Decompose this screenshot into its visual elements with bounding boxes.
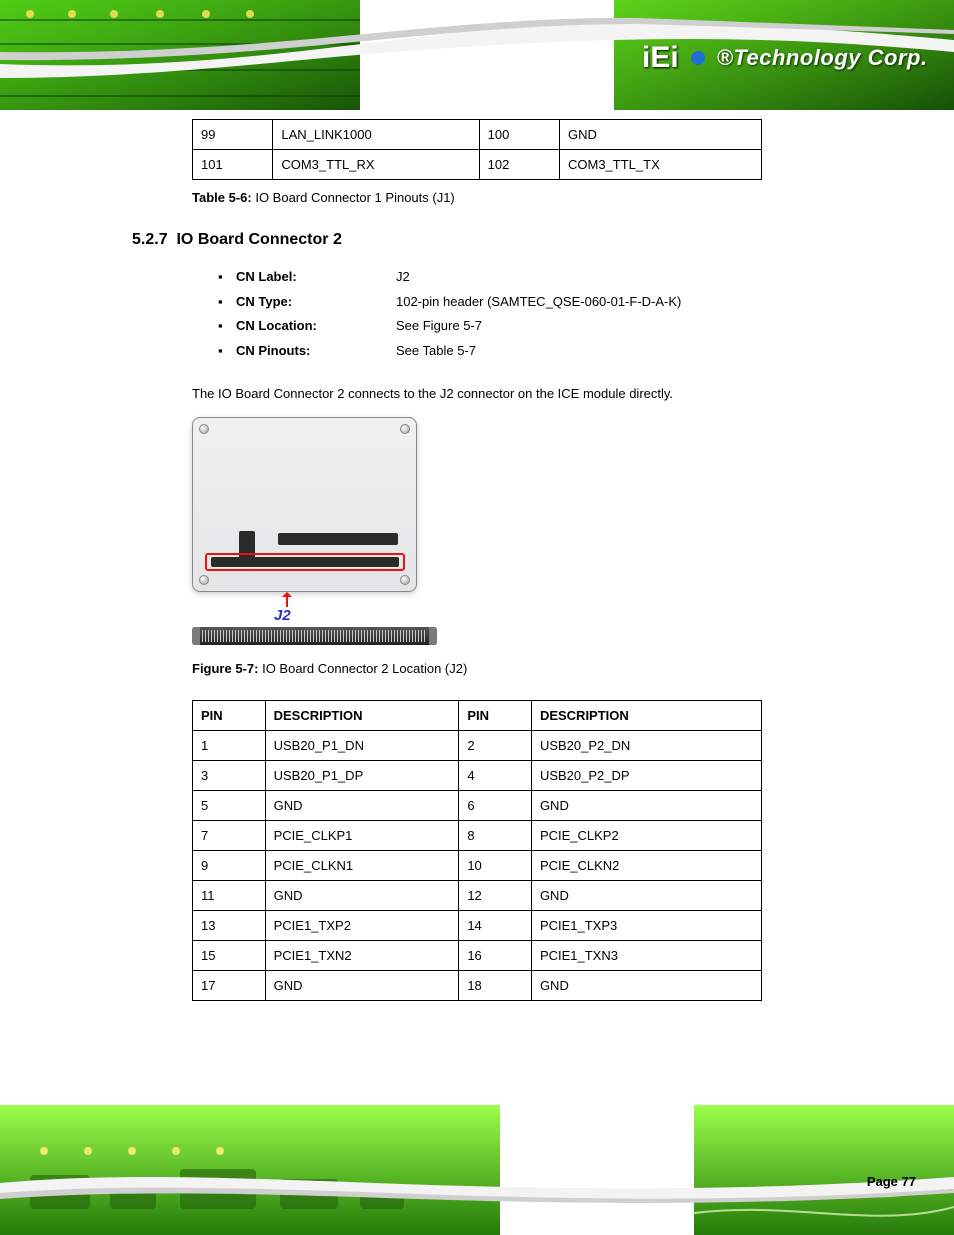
bullet-icon: ▪ bbox=[218, 265, 236, 290]
connector-spec-list: ▪CN Label:J2 ▪CN Type:102-pin header (SA… bbox=[218, 265, 762, 364]
table-row: 99 LAN_LINK1000 100 GND bbox=[193, 120, 762, 150]
page-number: Page 77 bbox=[867, 1174, 916, 1189]
section-num: 5.2.7 bbox=[132, 231, 168, 248]
table1-body: 99 LAN_LINK1000 100 GND 101 COM3_TTL_RX … bbox=[193, 120, 762, 180]
figure-highlight bbox=[205, 553, 405, 571]
list-item: ▪CN Pinouts:See Table 5-7 bbox=[218, 339, 762, 364]
bullet-icon: ▪ bbox=[218, 290, 236, 315]
list-item: ▪CN Location:See Figure 5-7 bbox=[218, 314, 762, 339]
figure-caption-text: IO Board Connector 2 Location (J2) bbox=[258, 661, 467, 676]
figure-connector: J2 bbox=[192, 417, 437, 647]
table-pinouts-fragment: 99 LAN_LINK1000 100 GND 101 COM3_TTL_RX … bbox=[192, 119, 762, 180]
bottom-banner: Page 77 bbox=[0, 1105, 954, 1235]
figure-caption: Figure 5-7: IO Board Connector 2 Locatio… bbox=[192, 661, 762, 676]
table-row: 3USB20_P1_DP4USB20_P2_DP bbox=[193, 761, 762, 791]
brand-dot-blue bbox=[691, 51, 705, 65]
screw-icon bbox=[400, 575, 410, 585]
bullet-icon: ▪ bbox=[218, 339, 236, 364]
table-row: 15PCIE1_TXN216PCIE1_TXN3 bbox=[193, 941, 762, 971]
table-row: 11GND12GND bbox=[193, 881, 762, 911]
table1-caption-label: Table 5-6: bbox=[192, 190, 252, 205]
table1-caption: Table 5-6: IO Board Connector 1 Pinouts … bbox=[192, 190, 762, 205]
brand-logo: iEi ®Technology Corp. bbox=[642, 28, 932, 88]
table-row: 1USB20_P1_DN2USB20_P2_DN bbox=[193, 731, 762, 761]
table2-body: 1USB20_P1_DN2USB20_P2_DN3USB20_P1_DP4USB… bbox=[193, 731, 762, 1001]
section-heading: 5.2.7 IO Board Connector 2 bbox=[132, 231, 762, 249]
page-root: iEi ®Technology Corp. 99 LAN_LINK1000 10… bbox=[0, 0, 954, 1235]
table-row: 9PCIE_CLKN110PCIE_CLKN2 bbox=[193, 851, 762, 881]
figure-connector-upper bbox=[278, 533, 398, 545]
screw-icon bbox=[400, 424, 410, 434]
table-row: 13PCIE1_TXP214PCIE1_TXP3 bbox=[193, 911, 762, 941]
section-title: IO Board Connector 2 bbox=[176, 231, 341, 248]
table-header-row: PIN DESCRIPTION PIN DESCRIPTION bbox=[193, 701, 762, 731]
table1-caption-text: IO Board Connector 1 Pinouts (J1) bbox=[252, 190, 455, 205]
list-item: ▪CN Type:102-pin header (SAMTEC_QSE-060-… bbox=[218, 290, 762, 315]
section-paragraph: The IO Board Connector 2 connects to the… bbox=[192, 382, 762, 405]
table-row: 7PCIE_CLKP18PCIE_CLKP2 bbox=[193, 821, 762, 851]
content-column: 99 LAN_LINK1000 100 GND 101 COM3_TTL_RX … bbox=[192, 115, 762, 1011]
top-banner: iEi ®Technology Corp. bbox=[0, 0, 954, 110]
figure-connector-enlarged bbox=[192, 627, 437, 645]
bullet-icon: ▪ bbox=[218, 314, 236, 339]
figure-caption-label: Figure 5-7: bbox=[192, 661, 258, 676]
screw-icon bbox=[199, 424, 209, 434]
banner-pcb-left bbox=[0, 0, 360, 110]
arrow-down-icon bbox=[286, 593, 288, 607]
table-row: 17GND18GND bbox=[193, 971, 762, 1001]
table-row: 101 COM3_TTL_RX 102 COM3_TTL_TX bbox=[193, 150, 762, 180]
brand-logo-text: ®Technology Corp. bbox=[717, 45, 928, 71]
figure-j2-label: J2 bbox=[274, 607, 291, 624]
banner-pcb-bottom-right bbox=[694, 1105, 954, 1235]
list-item: ▪CN Label:J2 bbox=[218, 265, 762, 290]
table-row: 5GND6GND bbox=[193, 791, 762, 821]
table-pinouts-j2: PIN DESCRIPTION PIN DESCRIPTION 1USB20_P… bbox=[192, 700, 762, 1001]
brand-logo-prefix: iEi bbox=[642, 41, 679, 74]
banner-pcb-bottom-left bbox=[0, 1105, 500, 1235]
screw-icon bbox=[199, 575, 209, 585]
figure-board bbox=[192, 417, 417, 592]
